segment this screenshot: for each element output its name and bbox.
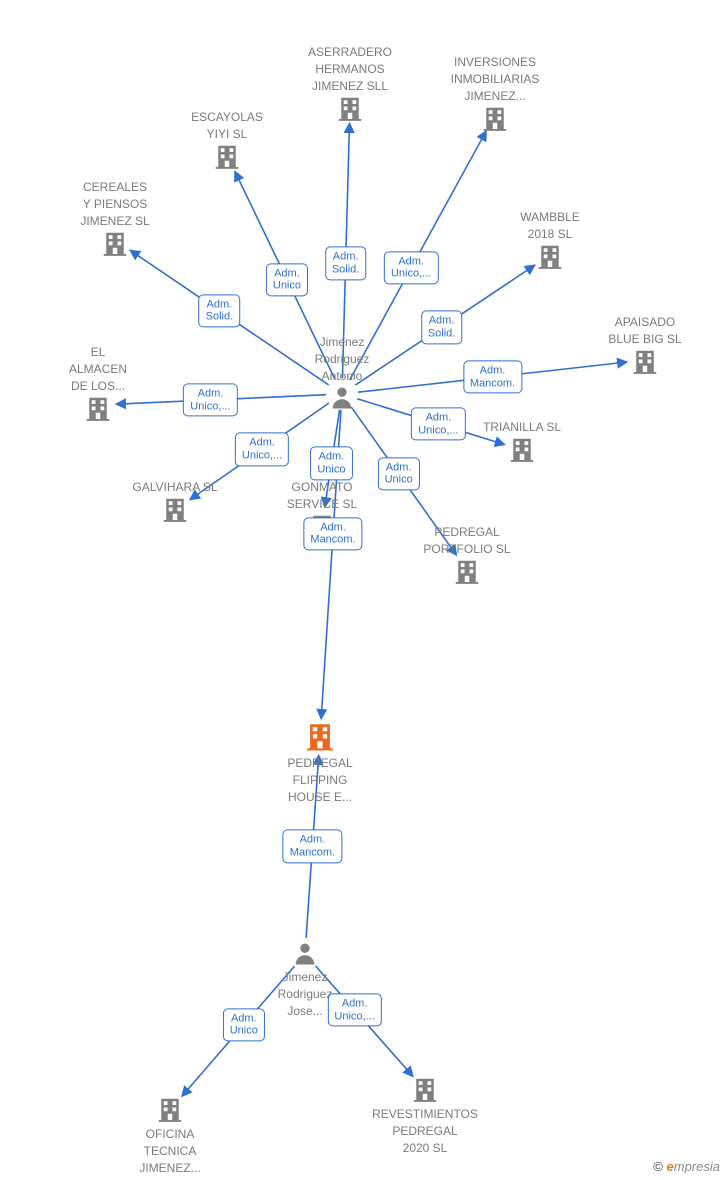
building-icon xyxy=(160,495,190,525)
edge-label: Adm.Unico,... xyxy=(235,433,289,466)
node-label-line: Rodriguez xyxy=(282,352,402,367)
edge-label: Adm.Solid. xyxy=(199,294,241,327)
node-label-line: INMOBILIARIAS xyxy=(435,72,555,87)
building-icon xyxy=(452,557,482,587)
node-label-line: FLIPPING xyxy=(260,773,380,788)
brand-e: e xyxy=(667,1159,674,1174)
node-oficina[interactable]: OFICINA TECNICA JIMENEZ... xyxy=(110,1095,230,1176)
node-label-line: Y PIENSOS xyxy=(55,197,175,212)
node-label-line: Antonio xyxy=(282,369,402,384)
person-icon xyxy=(291,940,319,968)
copyright-symbol: © xyxy=(653,1159,663,1174)
node-label-line: ASERRADERO xyxy=(290,45,410,60)
building-icon xyxy=(480,104,510,134)
node-label-line: PEDREGAL xyxy=(407,525,527,540)
node-revestimientos[interactable]: REVESTIMIENTOS PEDREGAL 2020 SL xyxy=(365,1075,485,1156)
edge-label: Adm.Solid. xyxy=(325,247,367,280)
node-aserradero[interactable]: ASERRADERO HERMANOS JIMENEZ SLL xyxy=(290,43,410,124)
edge-label: Adm.Unico,... xyxy=(384,251,438,284)
node-galvihara[interactable]: GALVIHARA SL xyxy=(115,478,235,525)
building-icon xyxy=(212,142,242,172)
node-label-line: HOUSE E... xyxy=(260,790,380,805)
brand-rest: mpresia xyxy=(674,1159,720,1174)
edge-label: Adm.Unico xyxy=(378,457,420,490)
node-label-line: YIYI SL xyxy=(167,127,287,142)
edge-label: Adm.Solid. xyxy=(421,311,463,344)
edge-label: Adm.Unico xyxy=(266,263,308,296)
node-label-line: PEDREGAL xyxy=(365,1124,485,1139)
diagram-canvas: Jimenez Rodriguez Antonio Jimenez Rodriguez… xyxy=(0,0,728,1180)
node-label-line: ESCAYOLAS xyxy=(167,110,287,125)
node-cereales[interactable]: CEREALES Y PIENSOS JIMENEZ SL xyxy=(55,178,175,259)
node-label-line: EL xyxy=(38,345,158,360)
edge-label: Adm.Unico,... xyxy=(411,407,465,440)
edge-label: Adm.Unico xyxy=(223,1008,265,1041)
node-pedregal_portfolio[interactable]: PEDREGAL PORTFOLIO SL xyxy=(407,523,527,587)
node-label-line: WAMBBLE xyxy=(490,210,610,225)
node-label-line: 2018 SL xyxy=(490,227,610,242)
edge-label: Adm.Unico xyxy=(310,447,352,480)
node-almacen[interactable]: EL ALMACEN DE LOS... xyxy=(38,343,158,424)
edge-label: Adm.Unico,... xyxy=(183,383,237,416)
building-icon xyxy=(335,94,365,124)
building-icon xyxy=(630,347,660,377)
node-label-line: BLUE BIG SL xyxy=(585,332,705,347)
building-icon xyxy=(303,720,337,754)
edge-label: Adm.Mancom. xyxy=(283,830,342,863)
node-label-line: JIMENEZ SLL xyxy=(290,79,410,94)
building-icon xyxy=(410,1075,440,1105)
node-label-line: HERMANOS xyxy=(290,62,410,77)
node-label-line: 2020 SL xyxy=(365,1141,485,1156)
node-p1[interactable]: Jimenez Rodriguez Antonio xyxy=(282,333,402,412)
building-icon xyxy=(535,242,565,272)
node-label-line: OFICINA xyxy=(110,1127,230,1142)
node-label-line: REVESTIMIENTOS xyxy=(365,1107,485,1122)
node-label-line: JIMENEZ... xyxy=(435,89,555,104)
node-label-line: Jimenez xyxy=(245,970,365,985)
node-label-line: ALMACEN xyxy=(38,362,158,377)
node-label-line: TRIANILLA SL xyxy=(462,420,582,435)
edge-label: Adm.Mancom. xyxy=(303,517,362,550)
person-icon xyxy=(328,384,356,412)
node-label-line: PORTFOLIO SL xyxy=(407,542,527,557)
node-label-line: JIMENEZ... xyxy=(110,1161,230,1176)
node-label-line: CEREALES xyxy=(55,180,175,195)
building-icon xyxy=(83,394,113,424)
copyright: © empresia xyxy=(653,1159,720,1174)
node-apaisado[interactable]: APAISADO BLUE BIG SL xyxy=(585,313,705,377)
node-trianilla[interactable]: TRIANILLA SL xyxy=(462,418,582,465)
node-label-line: PEDREGAL xyxy=(260,756,380,771)
node-label-line: INVERSIONES xyxy=(435,55,555,70)
node-wambble[interactable]: WAMBBLE 2018 SL xyxy=(490,208,610,272)
node-label-line: TECNICA xyxy=(110,1144,230,1159)
node-pedregal_flipping[interactable]: PEDREGAL FLIPPING HOUSE E... xyxy=(260,720,380,805)
node-escayolas[interactable]: ESCAYOLAS YIYI SL xyxy=(167,108,287,172)
node-label-line: SERVICE SL xyxy=(262,497,382,512)
building-icon xyxy=(507,435,537,465)
node-label-line: Jimenez xyxy=(282,335,402,350)
node-label-line: APAISADO xyxy=(585,315,705,330)
building-icon xyxy=(100,229,130,259)
edge-label: Adm.Unico,... xyxy=(327,994,381,1027)
node-label-line: DE LOS... xyxy=(38,379,158,394)
node-label-line: GONMATO xyxy=(262,480,382,495)
node-inversiones[interactable]: INVERSIONES INMOBILIARIAS JIMENEZ... xyxy=(435,53,555,134)
building-icon xyxy=(155,1095,185,1125)
edge-label: Adm.Mancom. xyxy=(463,360,522,393)
node-label-line: JIMENEZ SL xyxy=(55,214,175,229)
node-label-line: GALVIHARA SL xyxy=(115,480,235,495)
